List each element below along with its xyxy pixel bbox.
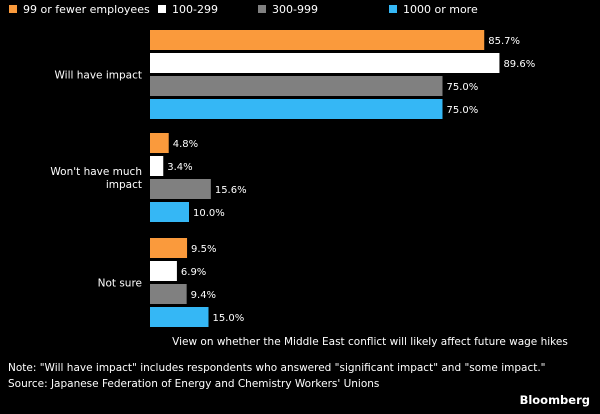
bar-not-sure-300-999 [150, 284, 187, 304]
bar-will-have-impact-1000-or-more [150, 99, 443, 119]
legend-swatch-300-999 [258, 5, 266, 13]
legend-label-99-or-fewer-employees: 99 or fewer employees [23, 3, 150, 16]
category-label-won-t-have-much-impact-line1: Won't have much [50, 166, 142, 178]
footnote: Note: "Will have impact" includes respon… [8, 362, 546, 374]
bar-not-sure-99-or-fewer-employees [150, 238, 188, 258]
source-note: Source: Japanese Federation of Energy an… [8, 378, 379, 390]
legend-swatch-99-or-fewer-employees [9, 5, 17, 13]
legend-label-300-999: 300-999 [272, 3, 318, 16]
data-label-not-sure-1000-or-more: 15.0% [213, 313, 245, 324]
legend-swatch-1000-or-more [389, 5, 397, 13]
bar-will-have-impact-99-or-fewer-employees [150, 30, 485, 50]
legend-label-1000-or-more: 1000 or more [403, 3, 478, 16]
data-label-not-sure-100-299: 6.9% [181, 267, 206, 278]
data-label-will-have-impact-300-999: 75.0% [447, 82, 479, 93]
data-label-will-have-impact-1000-or-more: 75.0% [447, 105, 479, 116]
legend: 99 or fewer employees 100-299 300-999 1000 … [9, 3, 478, 16]
data-label-will-have-impact-99-or-fewer-employees: 85.7% [488, 36, 520, 47]
bar-not-sure-1000-or-more [150, 307, 209, 327]
legend-swatch-100-299 [158, 5, 166, 13]
legend-label-100-299: 100-299 [172, 3, 218, 16]
bar-won-t-have-much-impact-300-999 [150, 179, 211, 199]
category-label-won-t-have-much-impact-line2: impact [106, 179, 142, 191]
brand-logo-text: Bloomberg [520, 393, 590, 407]
bar-won-t-have-much-impact-100-299 [150, 156, 164, 176]
data-label-not-sure-300-999: 9.4% [191, 290, 216, 301]
data-label-won-t-have-much-impact-300-999: 15.6% [215, 185, 247, 196]
bar-will-have-impact-100-299 [150, 53, 500, 73]
bars [150, 30, 500, 327]
data-label-will-have-impact-100-299: 89.6% [503, 59, 535, 70]
x-axis-title: View on whether the Middle East conflict… [172, 336, 568, 348]
data-label-won-t-have-much-impact-100-299: 3.4% [167, 162, 192, 173]
bar-not-sure-100-299 [150, 261, 177, 281]
category-label-will-have-impact: Will have impact [55, 70, 142, 82]
bar-won-t-have-much-impact-1000-or-more [150, 202, 189, 222]
data-label-not-sure-99-or-fewer-employees: 9.5% [191, 244, 216, 255]
category-label-not-sure: Not sure [98, 278, 142, 290]
data-label-won-t-have-much-impact-99-or-fewer-employees: 4.8% [173, 139, 198, 150]
bar-will-have-impact-300-999 [150, 76, 443, 96]
bar-won-t-have-much-impact-99-or-fewer-employees [150, 133, 169, 153]
data-label-won-t-have-much-impact-1000-or-more: 10.0% [193, 208, 225, 219]
data-labels: 85.7% 89.6% 75.0% 75.0% 4.8% 3.4% 15.6% 10.0% 9.… [167, 36, 535, 324]
